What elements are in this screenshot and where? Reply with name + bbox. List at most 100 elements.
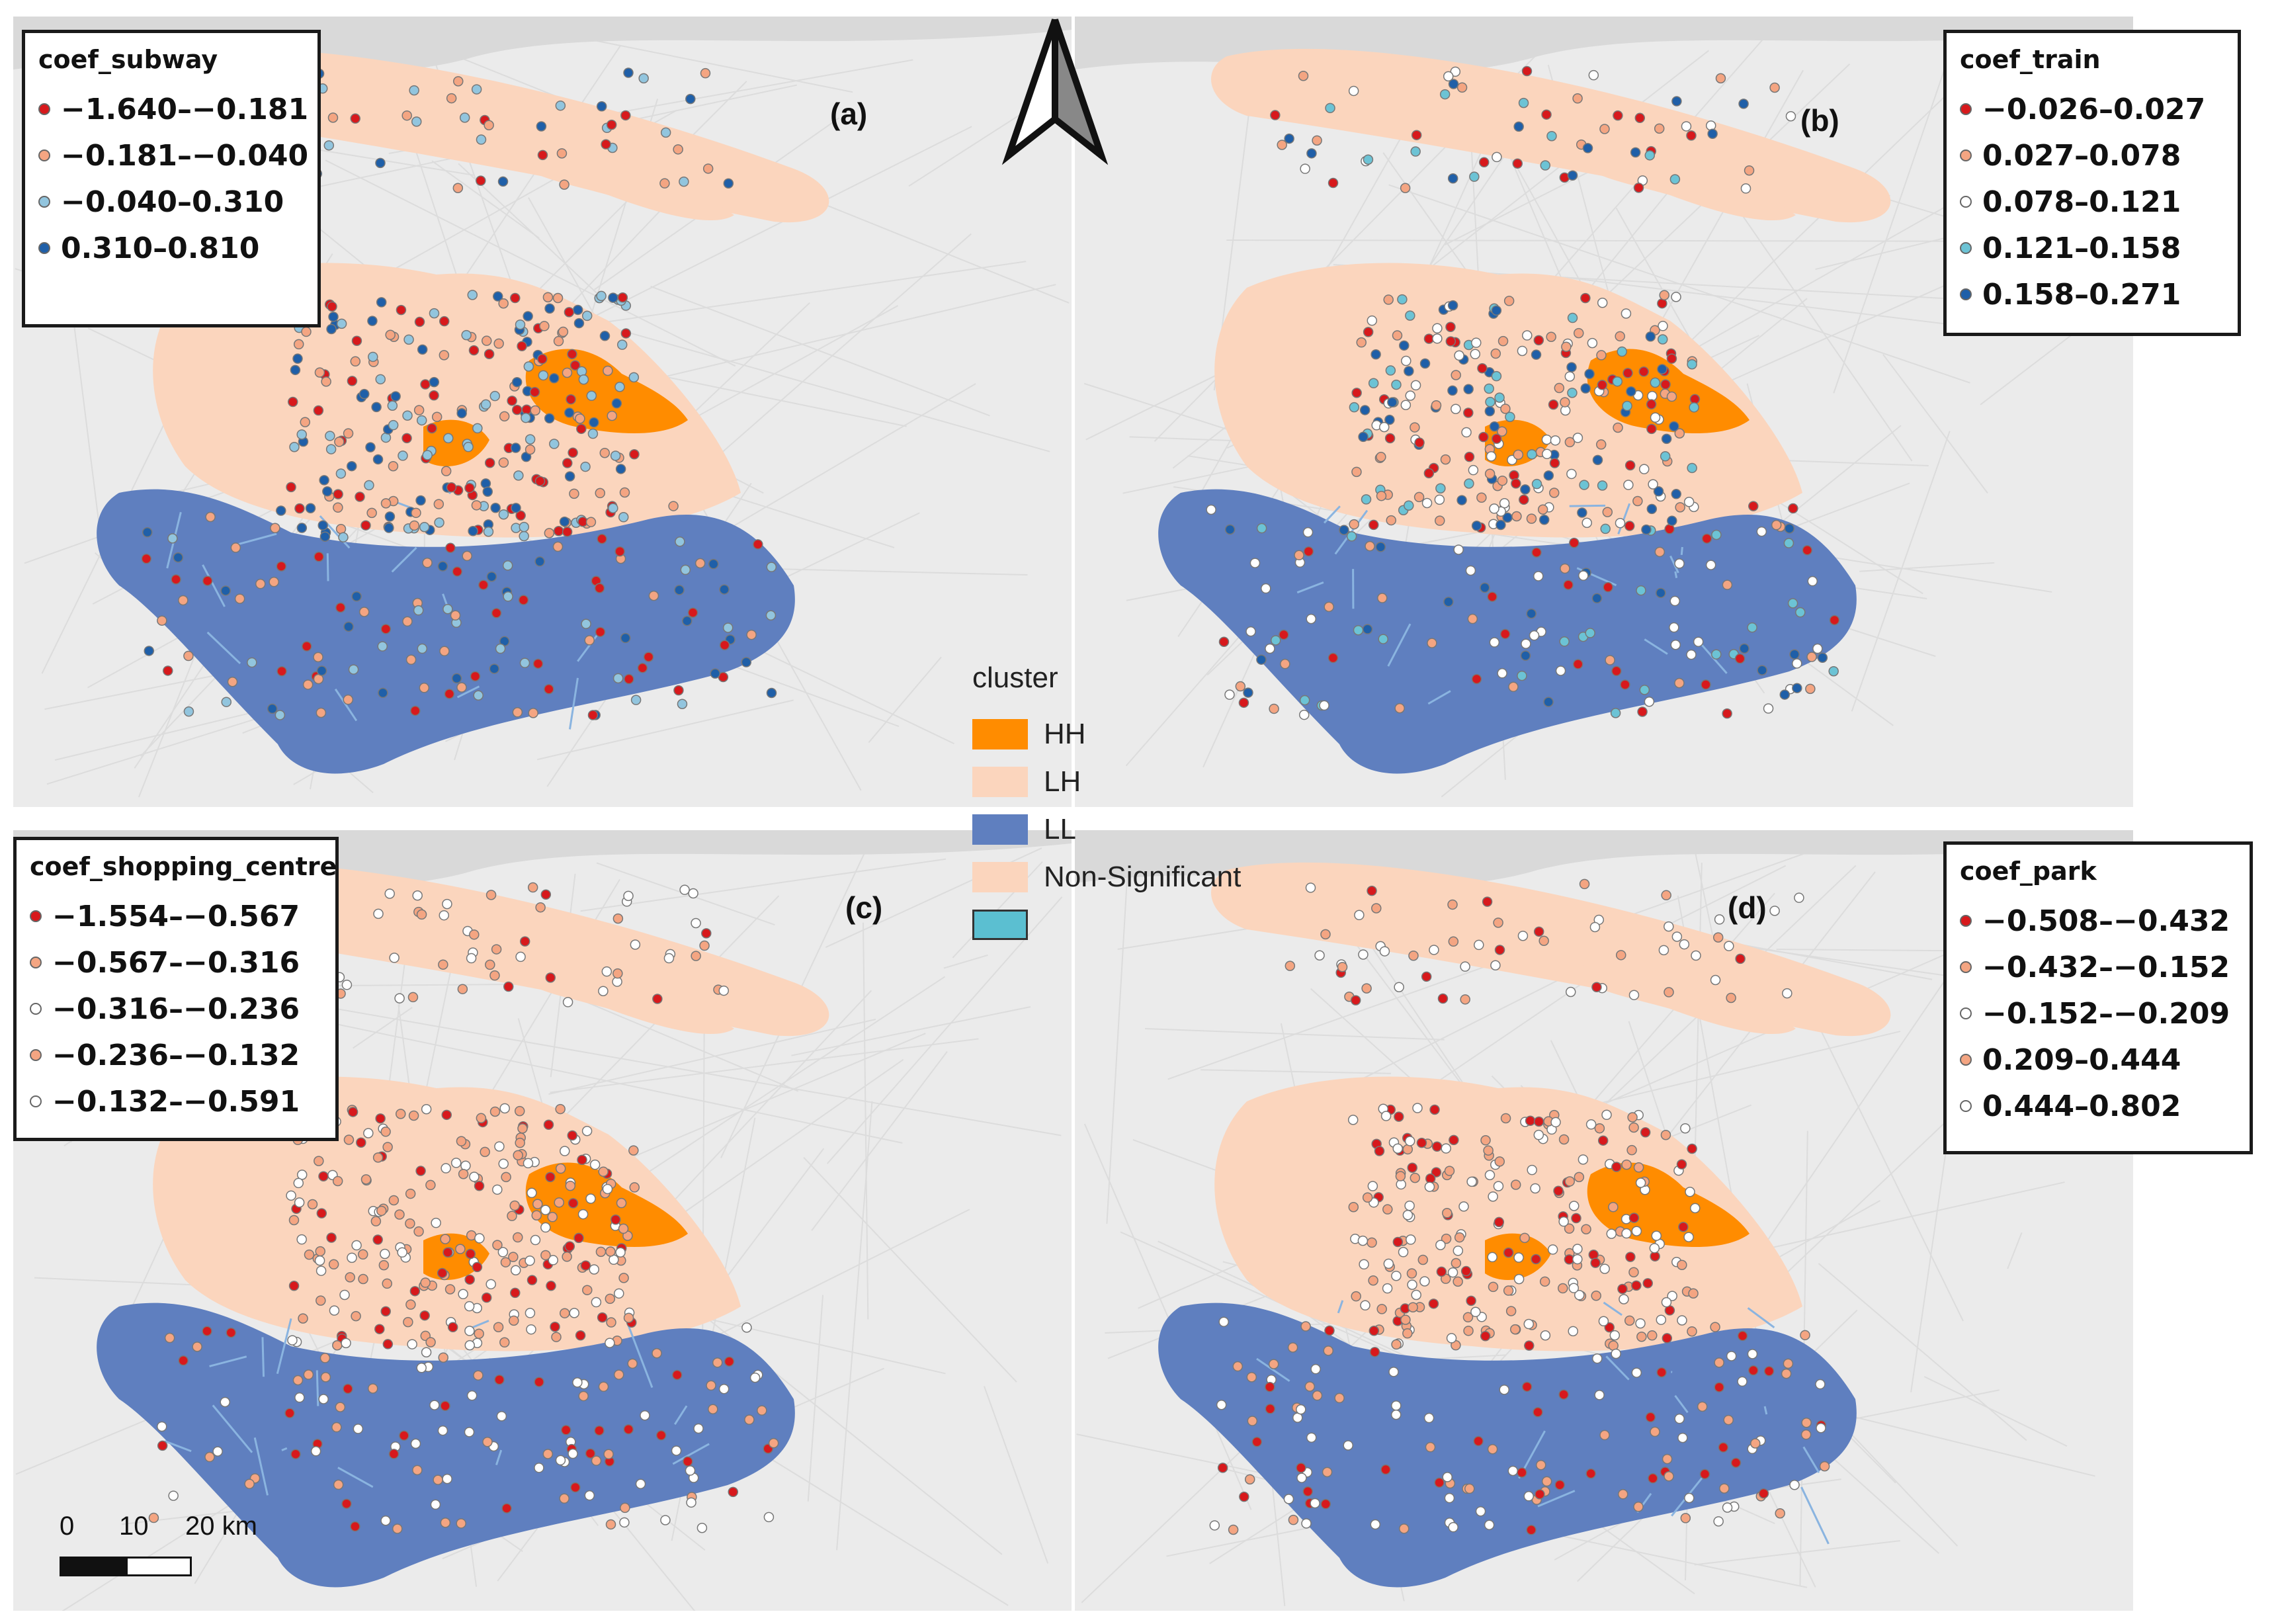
map-point	[334, 437, 345, 447]
map-point	[701, 928, 712, 939]
map-point	[598, 1381, 609, 1392]
map-point	[1228, 1524, 1239, 1535]
map-point	[514, 1105, 525, 1117]
map-point	[1442, 1472, 1453, 1482]
map-point	[523, 1158, 534, 1169]
map-point	[402, 410, 413, 421]
legend-label: −0.132–−0.591	[52, 1084, 300, 1119]
map-point	[1591, 1291, 1601, 1301]
map-point	[331, 1422, 342, 1433]
map-c-svg	[13, 830, 1072, 1611]
map-point	[1325, 103, 1335, 114]
legend-title: coef_park	[1960, 857, 2097, 886]
map-point	[544, 528, 555, 538]
map-point	[564, 1241, 575, 1252]
map-point	[1645, 1412, 1656, 1423]
map-point	[332, 1340, 343, 1351]
map-point	[1624, 460, 1636, 471]
map-point	[618, 512, 629, 523]
map-point	[538, 370, 549, 381]
map-point	[1488, 1281, 1499, 1293]
map-point	[1712, 932, 1724, 943]
map-point	[534, 476, 546, 487]
map-point	[1447, 385, 1458, 396]
map-point	[1533, 1406, 1543, 1418]
map-point	[1597, 1135, 1609, 1146]
map-point	[378, 1260, 390, 1271]
legend-dot-icon	[30, 1095, 42, 1107]
map-point	[157, 1440, 168, 1451]
map-point	[1419, 1276, 1430, 1287]
map-point	[1299, 695, 1310, 706]
map-point	[1572, 1254, 1583, 1265]
map-point	[1391, 1339, 1402, 1350]
map-point	[317, 520, 328, 531]
map-point	[534, 1463, 544, 1473]
map-point	[1549, 458, 1560, 468]
map-point	[1363, 154, 1374, 165]
map-point	[463, 441, 474, 452]
map-point	[1656, 1314, 1667, 1325]
map-point	[1334, 1392, 1345, 1404]
map-point	[1572, 433, 1583, 443]
map-point	[447, 1322, 458, 1333]
map-point	[1678, 1221, 1689, 1232]
map-point	[409, 85, 419, 96]
map-point	[1599, 1263, 1610, 1274]
map-point	[765, 610, 777, 621]
map-point	[1468, 464, 1479, 476]
mainland-lh-area	[153, 1076, 741, 1351]
map-point	[1650, 377, 1661, 388]
district-line	[1537, 1490, 1576, 1508]
map-point	[1499, 1385, 1509, 1395]
map-point	[1503, 1247, 1514, 1258]
map-point	[1485, 396, 1496, 407]
map-point	[1473, 1435, 1484, 1447]
map-point	[1445, 336, 1456, 347]
map-point	[616, 339, 628, 350]
map-point	[429, 390, 439, 401]
map-point	[301, 326, 312, 337]
map-point	[1497, 335, 1509, 347]
map-point	[607, 410, 617, 421]
map-point	[1626, 1144, 1637, 1156]
map-point	[1300, 163, 1310, 174]
map-point	[1579, 878, 1590, 890]
island-area	[516, 151, 734, 221]
map-point	[325, 444, 337, 454]
map-point	[1646, 503, 1658, 515]
map-point	[1566, 468, 1577, 480]
map-point	[1658, 321, 1668, 331]
map-b-svg	[1075, 17, 2133, 798]
map-point	[1280, 658, 1290, 669]
legend-item: −0.181–−0.040	[38, 132, 308, 179]
map-point	[673, 144, 683, 155]
map-point	[723, 178, 734, 189]
map-point	[1406, 1234, 1416, 1245]
map-point	[1594, 1390, 1605, 1400]
map-point	[1591, 982, 1602, 992]
map-point	[594, 1425, 605, 1436]
map-point	[227, 677, 238, 687]
map-point	[467, 290, 478, 300]
map-point	[1829, 615, 1840, 626]
map-point	[1487, 1252, 1497, 1263]
map-point	[343, 694, 354, 705]
map-point	[480, 399, 491, 410]
map-point	[573, 318, 585, 329]
map-point	[348, 664, 359, 675]
map-point	[1558, 1389, 1569, 1400]
map-point	[1486, 451, 1497, 462]
map-point	[1635, 1318, 1646, 1329]
map-point	[1519, 1232, 1530, 1244]
map-point	[1641, 524, 1652, 535]
map-point	[594, 583, 605, 593]
map-point	[453, 76, 464, 87]
map-point	[420, 1277, 431, 1288]
cluster-legend: cluster HH LH LL Non-Significant	[972, 662, 1277, 949]
map-point	[457, 984, 468, 994]
map-point	[1447, 300, 1458, 311]
map-point	[526, 1324, 536, 1335]
map-point	[700, 67, 711, 79]
district-line	[1763, 1406, 1768, 1415]
